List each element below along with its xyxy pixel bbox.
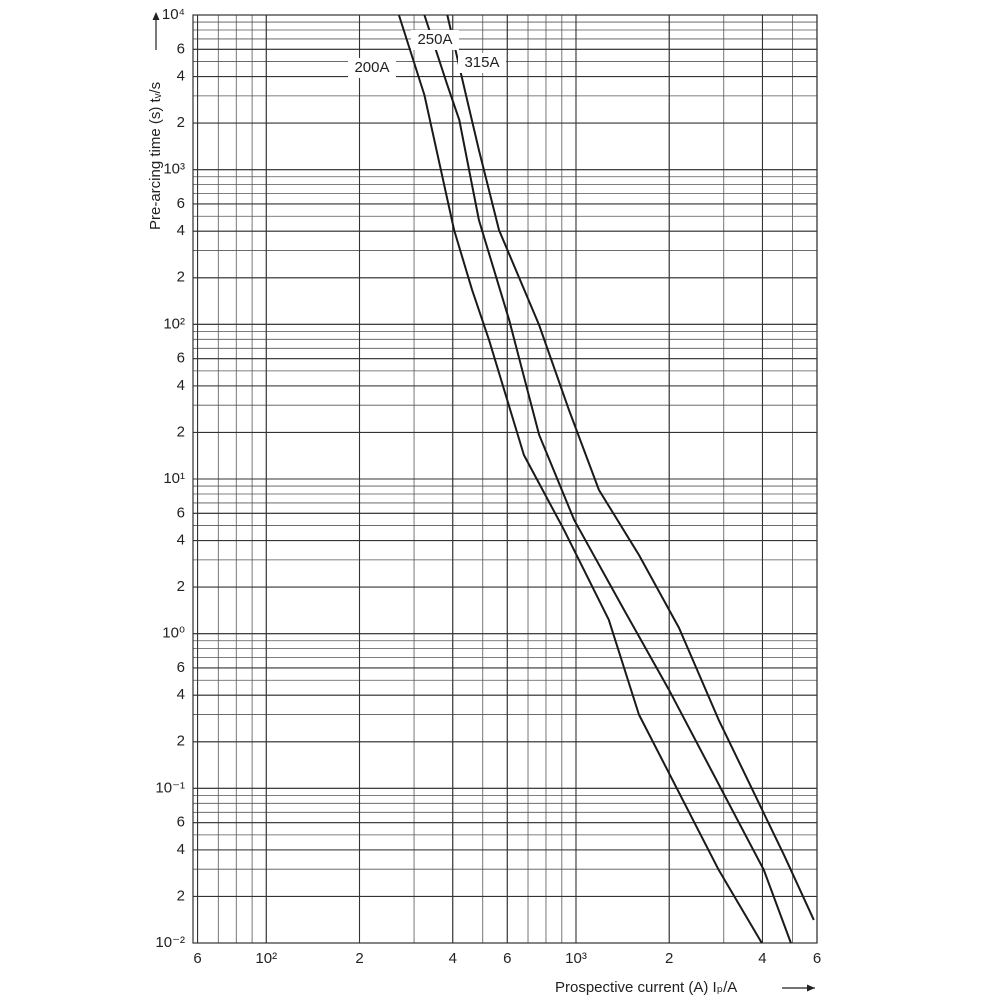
curve-label-bg: [348, 58, 396, 78]
x-tick-label: 10³: [565, 950, 587, 967]
y-tick-label: 10⁰: [162, 625, 185, 642]
y-tick-label: 6: [177, 350, 185, 367]
y-tick-label: 10¹: [163, 470, 185, 487]
y-tick-label: 4: [177, 686, 185, 703]
y-tick-label: 2: [177, 578, 185, 595]
curve: [446, 14, 815, 921]
x-tick-label: 10²: [255, 950, 277, 967]
x-tick-label: 6: [193, 950, 201, 967]
y-tick-label: 10⁻¹: [155, 779, 185, 796]
y-tick-label: 6: [177, 504, 185, 521]
y-tick-label: 6: [177, 659, 185, 676]
curve: [397, 14, 763, 944]
x-axis-label: Prospective current (A) Iₚ/A: [555, 979, 737, 996]
y-tick-label: 4: [177, 377, 185, 394]
x-tick-label: 6: [813, 950, 821, 967]
y-tick-label: 2: [177, 887, 185, 904]
curve-label: 315A: [464, 54, 499, 71]
y-tick-label: 2: [177, 733, 185, 750]
curves: [397, 14, 815, 944]
grid: 6 10² 2 4 6 10³ 2 4 6 10⁴ 6 4 2 10³ 6 4 2 10² 6 4 2 10¹ 6 4 2 10⁰…: [155, 6, 821, 967]
y-tick-label: 10⁴: [162, 6, 185, 23]
y-axis-label: Pre-arcing time (s) tᵥ/s: [147, 82, 164, 230]
y-tick-label: 6: [177, 814, 185, 831]
labels: 200A 250A 315A: [348, 30, 506, 78]
y-tick-label: 4: [177, 222, 185, 239]
curve-label-bg: [458, 53, 506, 73]
plot-frame: [192, 14, 818, 944]
x-tick-label: 4: [449, 950, 457, 967]
y-tick-label: 10³: [163, 161, 185, 178]
curve-label-bg: [411, 30, 459, 50]
x-axis-arrowhead: [807, 984, 815, 992]
y-tick-label: 4: [177, 841, 185, 858]
x-tick-label: 2: [665, 950, 673, 967]
y-tick-label: 6: [177, 40, 185, 57]
y-tick-label: 10²: [163, 315, 185, 332]
x-tick-label: 4: [758, 950, 766, 967]
y-axis-arrowhead: [152, 12, 160, 20]
y-tick-label: 4: [177, 68, 185, 85]
x-tick-label: 2: [355, 950, 363, 967]
y-tick-label: 2: [177, 269, 185, 286]
x-tick-label: 6: [503, 950, 511, 967]
y-tick-label: 2: [177, 423, 185, 440]
curve-label: 200A: [354, 59, 389, 76]
y-tick-label: 4: [177, 532, 185, 549]
y-tick-label: 10⁻²: [155, 934, 185, 951]
curve: [423, 14, 792, 944]
y-tick-label: 6: [177, 195, 185, 212]
y-tick-label: 2: [177, 114, 185, 131]
curve-label: 250A: [417, 31, 452, 48]
